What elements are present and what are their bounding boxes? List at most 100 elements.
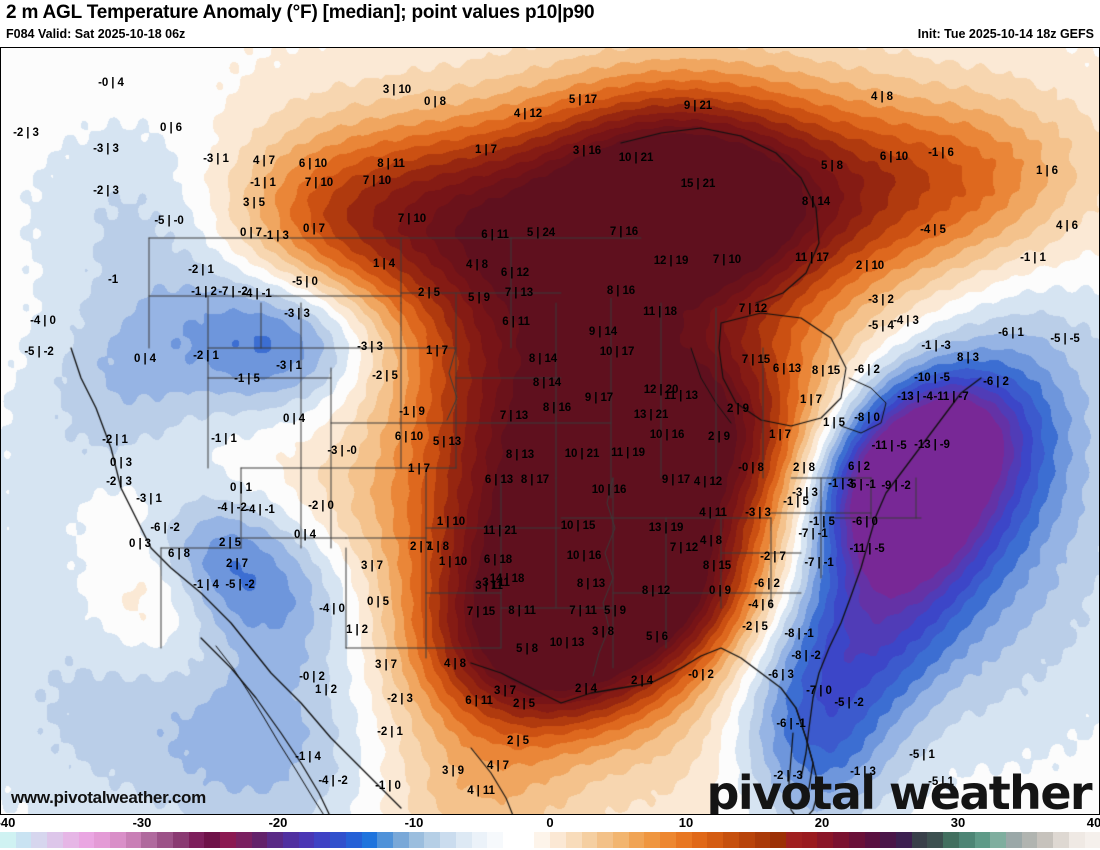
- point-value-label: -4 | -2: [318, 775, 348, 787]
- point-value-label: -2 | -3: [773, 770, 803, 782]
- point-value-label: 0 | 7: [240, 227, 262, 239]
- point-value-label: 10 | 15: [560, 520, 596, 532]
- point-value-label: 14 | 18: [489, 573, 525, 585]
- colorbar-cell: [880, 832, 896, 848]
- point-value-label: 4 | 8: [700, 535, 722, 547]
- point-value-label: 4 | 6: [1056, 220, 1078, 232]
- point-value-label: -4 | 5: [920, 224, 946, 236]
- point-value-label: 6 | 10: [394, 431, 424, 443]
- point-value-label: 0 | 4: [283, 413, 305, 425]
- colorbar-cell: [974, 832, 991, 848]
- colorbar-cell: [157, 832, 173, 848]
- point-value-label: 1 | 10: [438, 556, 468, 568]
- colorbar-tick-label: 30: [950, 815, 966, 830]
- point-value-label: 8 | 12: [641, 585, 671, 597]
- point-value-label: -2 | 1: [102, 434, 128, 446]
- map-panel[interactable]: -0 | 4 -2 | 3 -3 | 3 0 | 6 -3 | 1 -2 | 3 -5 | …: [0, 47, 1100, 815]
- point-value-label: -6 | 2: [754, 578, 780, 590]
- point-value-label: 3 | 9: [442, 765, 464, 777]
- point-value-label: -1 | 4: [295, 751, 321, 763]
- point-value-label: 5 | 17: [568, 94, 598, 106]
- point-value-label: 5 | 6: [646, 631, 668, 643]
- colorbar-gradient: [0, 832, 1100, 848]
- point-value-label: 6 | 11: [481, 229, 509, 241]
- point-value-label: 1 | 2: [346, 624, 368, 636]
- colorbar-cell: [785, 832, 802, 848]
- point-value-label: -1 | -3: [921, 340, 951, 352]
- brand-watermark: pivotal weather: [706, 766, 1093, 815]
- colorbar-cell: [62, 832, 79, 848]
- point-value-label: 2 | 4: [631, 675, 653, 687]
- point-value-label: 2 | 5: [219, 537, 241, 549]
- point-value-label: 1 | 7: [408, 463, 430, 475]
- point-value-label: -1 | 3: [828, 478, 854, 490]
- colorbar-cell: [628, 832, 645, 848]
- point-value-label: 9 | 17: [584, 392, 614, 404]
- point-value-label: -6 | 1: [998, 327, 1024, 339]
- colorbar-cell: [927, 832, 944, 848]
- colorbar-cell: [471, 832, 488, 848]
- point-value-label: 1 | 6: [1036, 165, 1058, 177]
- point-value-label: 4 | 11: [699, 507, 727, 519]
- point-value-label: -4 | 0: [319, 603, 345, 615]
- point-value-label: -3 | 3: [792, 487, 818, 499]
- point-value-label: -1 | 5: [234, 373, 260, 385]
- init-time-label: Init: Tue 2025-10-14 18z GEFS: [917, 27, 1094, 41]
- point-value-label: 11 | 19: [611, 447, 645, 459]
- point-value-label: 5 | 8: [516, 643, 538, 655]
- point-value-label: -3 | 3: [745, 507, 771, 519]
- point-value-label: 3 | 11: [475, 580, 503, 592]
- point-value-label: -11 | -5: [849, 543, 885, 555]
- colorbar-cell: [455, 832, 472, 848]
- point-value-label: 8 | 15: [811, 365, 841, 377]
- point-value-label: 0 | 4: [294, 529, 316, 541]
- point-value-label: 3 | 8: [592, 626, 614, 638]
- point-value-label: -6 | -1: [776, 718, 806, 730]
- colorbar-cell: [1037, 832, 1054, 848]
- point-value-label: 1 | 4: [373, 258, 395, 270]
- colorbar-cell: [738, 832, 755, 848]
- colorbar-cell: [660, 832, 676, 848]
- colorbar-cell: [15, 832, 32, 848]
- point-value-label: -1 | 3: [263, 230, 289, 242]
- point-value-label: -10 | -5: [914, 372, 950, 384]
- colorbar-cell: [613, 832, 629, 848]
- point-value-label: -2 | 1: [377, 726, 403, 738]
- colorbar-cell: [314, 832, 331, 848]
- colorbar-cell: [1021, 832, 1038, 848]
- point-value-label: 2 | 8: [793, 462, 815, 474]
- colorbar-cell: [330, 832, 346, 848]
- point-value-label: 1 | 2: [315, 684, 337, 696]
- colorbar-cell: [864, 832, 881, 848]
- colorbar-cell: [424, 832, 441, 848]
- point-value-label: 11 | 18: [643, 306, 677, 318]
- point-value-label: 0 | 5: [367, 596, 389, 608]
- point-value-label: -1 | 6: [928, 147, 954, 159]
- point-value-label: 4 | 8: [466, 259, 488, 271]
- point-value-label: 7 | 13: [499, 410, 529, 422]
- point-value-label: -5 | -2: [225, 579, 255, 591]
- point-value-label: 12 | 20: [643, 384, 679, 396]
- point-value-label: -5 | 1: [928, 776, 954, 788]
- colorbar-cell: [644, 832, 661, 848]
- point-value-label: -5 | -1: [846, 479, 876, 491]
- colorbar-tick-label: 10: [678, 815, 694, 830]
- colorbar-tick-label: -40: [0, 815, 16, 830]
- point-value-label: -1 | 5: [783, 496, 809, 508]
- point-value-label: 9 | 17: [661, 474, 691, 486]
- point-value-label: 3 | 7: [494, 685, 516, 697]
- colorbar-cell: [675, 832, 692, 848]
- point-value-label: -0 | 2: [688, 669, 714, 681]
- point-value-label: -13 | -9: [914, 439, 950, 451]
- point-value-label: 5 | 24: [526, 227, 556, 239]
- point-value-label: 10 | 21: [618, 152, 654, 164]
- point-value-label: -2 | 1: [193, 350, 219, 362]
- point-value-label: -3 | -0: [327, 445, 357, 457]
- colorbar-cell: [487, 832, 503, 848]
- website-watermark: www.pivotalweather.com: [11, 788, 206, 807]
- point-value-label: 6 | 10: [298, 158, 328, 170]
- point-value-label: 2 | 7: [226, 558, 248, 570]
- point-value-label: -5 | -5: [1050, 333, 1080, 345]
- point-value-label: 2 | 10: [855, 260, 885, 272]
